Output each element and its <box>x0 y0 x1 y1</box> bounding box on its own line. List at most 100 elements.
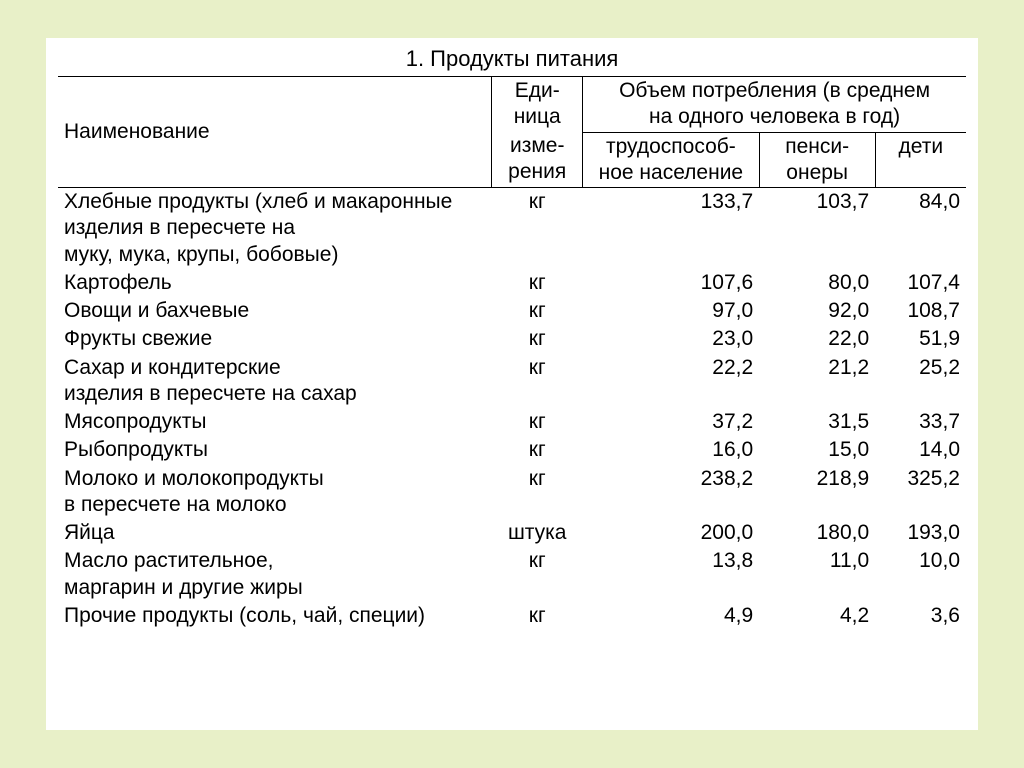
cell-v2: 11,0 <box>759 547 875 602</box>
table-row: Прочие продукты (соль, чай, специи)кг4,9… <box>58 602 966 630</box>
table-row: Фрукты свежие кг23,022,051,9 <box>58 325 966 353</box>
cell-v1: 107,6 <box>583 269 760 297</box>
col-header-v3: дети <box>875 132 966 188</box>
cell-name-line: в пересчете на молоко <box>64 493 287 516</box>
table-row: Рыбопродуктыкг16,015,014,0 <box>58 436 966 464</box>
col-header-unit-text-2: ница <box>514 105 561 128</box>
table-row: Картофель кг107,680,0107,4 <box>58 269 966 297</box>
cell-name-line: Картофель <box>64 271 172 294</box>
cell-v2: 21,2 <box>759 354 875 409</box>
cell-v2: 4,2 <box>759 602 875 630</box>
cell-v3: 3,6 <box>875 602 966 630</box>
cell-name: Сахар и кондитерские изделия в пересчете … <box>58 354 492 409</box>
cell-v1: 37,2 <box>583 408 760 436</box>
cell-name-line: маргарин и другие жиры <box>64 576 303 599</box>
cell-v2: 180,0 <box>759 519 875 547</box>
col-header-unit-text-1: Еди- <box>515 79 560 102</box>
food-consumption-table: Наименование Еди- ница Объем потребления… <box>58 76 966 630</box>
cell-unit: кг <box>492 354 583 409</box>
cell-name-line: Яйца <box>64 521 115 544</box>
cell-name: Мясопродукты <box>58 408 492 436</box>
cell-v3: 84,0 <box>875 188 966 269</box>
cell-name: Картофель <box>58 269 492 297</box>
cell-unit: кг <box>492 325 583 353</box>
col-header-v2: пенси- онеры <box>759 132 875 188</box>
cell-unit: кг <box>492 547 583 602</box>
cell-v1: 23,0 <box>583 325 760 353</box>
col-header-v2-l1: пенси- <box>785 135 849 158</box>
table-row: Овощи и бахчевые кг97,092,0108,7 <box>58 297 966 325</box>
col-header-consumption-line1: Объем потребления (в среднем <box>619 79 930 102</box>
cell-name-line: муку, мука, крупы, бобовые) <box>64 243 338 266</box>
cell-v2: 218,9 <box>759 465 875 520</box>
col-header-v1: трудоспособ- ное население <box>583 132 760 188</box>
cell-v2: 92,0 <box>759 297 875 325</box>
cell-v3: 107,4 <box>875 269 966 297</box>
cell-v1: 200,0 <box>583 519 760 547</box>
cell-name-line: Фрукты свежие <box>64 327 212 350</box>
cell-v2: 80,0 <box>759 269 875 297</box>
col-header-v3-l1: дети <box>899 135 944 158</box>
cell-name-line: Хлебные продукты (хлеб и макаронные <box>64 190 452 213</box>
cell-unit: кг <box>492 408 583 436</box>
cell-v1: 133,7 <box>583 188 760 269</box>
cell-unit: кг <box>492 188 583 269</box>
table-row: Молоко и молокопродукты в пересчете на мо… <box>58 465 966 520</box>
col-header-consumption-line2: на одного человека в год) <box>649 105 900 128</box>
cell-unit: кг <box>492 602 583 630</box>
document-page: 1. Продукты питания Наименование Еди- ни… <box>46 38 978 730</box>
cell-name-line: Масло растительное, <box>64 549 273 572</box>
cell-v3: 325,2 <box>875 465 966 520</box>
cell-v1: 22,2 <box>583 354 760 409</box>
cell-name-line: Прочие продукты (соль, чай, специи) <box>64 604 425 627</box>
cell-name-line: Овощи и бахчевые <box>64 299 249 322</box>
cell-name-line: изделия в пересчете на <box>64 216 295 239</box>
cell-v1: 97,0 <box>583 297 760 325</box>
cell-name: Прочие продукты (соль, чай, специи) <box>58 602 492 630</box>
col-header-v1-l1: трудоспособ- <box>606 135 736 158</box>
cell-name: Молоко и молокопродукты в пересчете на мо… <box>58 465 492 520</box>
cell-name: Масло растительное, маргарин и другие жир… <box>58 547 492 602</box>
col-header-unit-l1: Еди- ница <box>492 77 583 133</box>
table-row: Сахар и кондитерские изделия в пересчете … <box>58 354 966 409</box>
cell-name-line: Молоко и молокопродукты <box>64 467 324 490</box>
cell-v1: 13,8 <box>583 547 760 602</box>
cell-unit: кг <box>492 269 583 297</box>
cell-v3: 193,0 <box>875 519 966 547</box>
table-row: Масло растительное, маргарин и другие жир… <box>58 547 966 602</box>
cell-unit: кг <box>492 297 583 325</box>
table-row: Мясопродуктыкг37,231,533,7 <box>58 408 966 436</box>
cell-name: Рыбопродукты <box>58 436 492 464</box>
col-header-unit-text-4: рения <box>508 160 566 183</box>
col-header-name: Наименование <box>58 77 492 188</box>
col-header-v1-l2: ное население <box>599 161 744 184</box>
cell-v3: 51,9 <box>875 325 966 353</box>
cell-name: Овощи и бахчевые <box>58 297 492 325</box>
cell-name: Хлебные продукты (хлеб и макаронные издел… <box>58 188 492 269</box>
cell-v3: 25,2 <box>875 354 966 409</box>
cell-v2: 22,0 <box>759 325 875 353</box>
cell-name-line: Сахар и кондитерские <box>64 356 281 379</box>
col-header-unit-l2: изме- рения <box>492 132 583 188</box>
cell-v1: 238,2 <box>583 465 760 520</box>
table-row: Яйца штука200,0180,0193,0 <box>58 519 966 547</box>
cell-v2: 103,7 <box>759 188 875 269</box>
cell-v3: 33,7 <box>875 408 966 436</box>
cell-unit: штука <box>492 519 583 547</box>
cell-name: Фрукты свежие <box>58 325 492 353</box>
cell-name: Яйца <box>58 519 492 547</box>
col-header-unit-text-3: изме- <box>510 134 564 157</box>
cell-v2: 31,5 <box>759 408 875 436</box>
cell-v3: 10,0 <box>875 547 966 602</box>
col-header-v2-l2: онеры <box>786 161 848 184</box>
table-title: 1. Продукты питания <box>58 46 966 72</box>
cell-name-line: изделия в пересчете на сахар <box>64 382 357 405</box>
cell-name-line: Рыбопродукты <box>64 438 208 461</box>
table-row: Хлебные продукты (хлеб и макаронные издел… <box>58 188 966 269</box>
cell-v3: 108,7 <box>875 297 966 325</box>
cell-v2: 15,0 <box>759 436 875 464</box>
cell-v1: 16,0 <box>583 436 760 464</box>
cell-unit: кг <box>492 465 583 520</box>
cell-unit: кг <box>492 436 583 464</box>
col-header-consumption-super: Объем потребления (в среднем на одного ч… <box>583 77 966 133</box>
